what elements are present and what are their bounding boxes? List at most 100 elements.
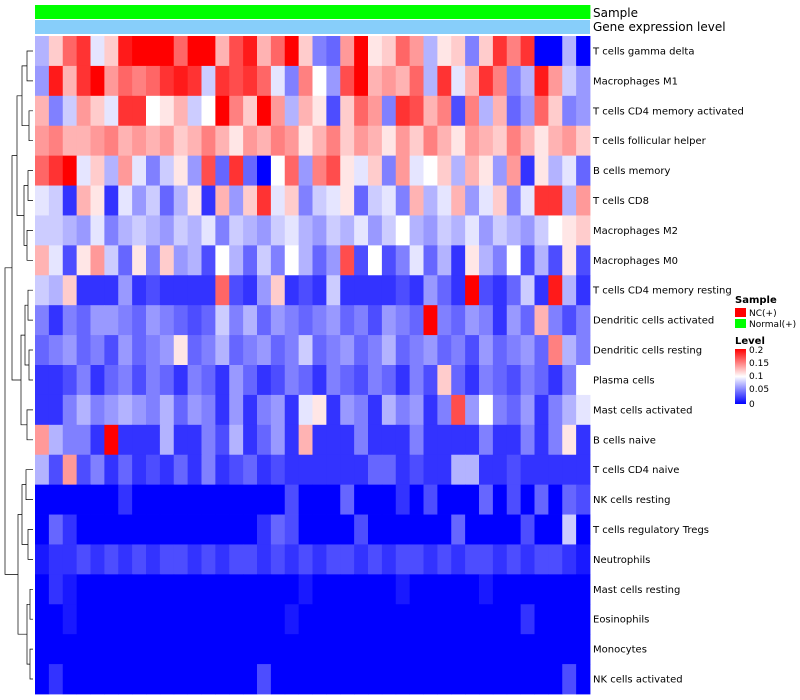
heatmap-cell [159, 65, 175, 97]
sample-cell [173, 5, 189, 19]
heatmap-cell [409, 634, 424, 665]
heatmap-cell [284, 65, 300, 97]
heatmap-cell [381, 36, 397, 67]
heatmap-cell [395, 634, 411, 665]
heatmap-cell [534, 155, 549, 186]
heatmap-cell [534, 185, 549, 216]
heatmap-cell [368, 305, 383, 336]
heatmap-cell [215, 604, 230, 635]
heatmap-cell [520, 155, 535, 186]
row-label: T cells gamma delta [592, 47, 694, 58]
heatmap-cell [90, 335, 105, 366]
heatmap-cell [48, 664, 64, 695]
heatmap-cell [187, 125, 202, 157]
heatmap-cell [48, 634, 64, 665]
heatmap-cell [354, 634, 369, 665]
heatmap-cell [187, 514, 202, 545]
heatmap-cell [257, 335, 272, 366]
dendrogram-branch [16, 95, 24, 216]
heatmap-cell [492, 275, 508, 306]
heatmap-cell [270, 95, 286, 127]
heatmap-cell [118, 634, 133, 665]
heatmap-cell [104, 544, 119, 575]
heatmap-cell [381, 424, 397, 456]
heatmap-cell [354, 245, 369, 276]
heatmap-cell [284, 514, 300, 545]
heatmap-cell [520, 514, 535, 545]
heatmap-cell [48, 514, 64, 545]
heatmap-cell [368, 574, 383, 605]
heatmap-cell [395, 664, 411, 695]
heatmap-cell [437, 424, 452, 456]
heatmap-cell [520, 365, 535, 396]
heatmap-cell [146, 95, 161, 127]
heatmap-cell [270, 514, 286, 545]
heatmap-cell [354, 65, 369, 97]
heatmap-cell [409, 125, 424, 157]
heatmap-cell [381, 604, 397, 635]
heatmap-cell [215, 245, 230, 276]
heatmap-cell [465, 574, 480, 605]
heatmap-cell [520, 484, 535, 515]
heatmap-cell [548, 305, 563, 336]
heatmap-cell [451, 574, 466, 605]
heatmap-cell [437, 305, 452, 336]
heatmap-cell [62, 484, 78, 515]
heatmap-cell [520, 454, 535, 486]
heatmap-cell [146, 484, 161, 515]
sample-cell [465, 5, 480, 19]
heatmap-cell [284, 275, 300, 306]
heatmap-cell [229, 36, 244, 67]
heatmap-cell [229, 155, 244, 186]
heatmap-cell [479, 125, 494, 157]
heatmap-cell [215, 95, 230, 127]
sample-cell [423, 5, 438, 19]
heatmap-cell [48, 604, 64, 635]
heatmap-cell [62, 365, 78, 396]
heatmap-cell [90, 664, 105, 695]
heatmap-cell [381, 484, 397, 515]
heatmap-cell [201, 185, 216, 216]
heatmap-cell [48, 215, 64, 246]
heatmap-cell [326, 634, 341, 665]
heatmap-cell [229, 394, 244, 426]
heatmap-cell [465, 275, 480, 306]
heatmap-cell [576, 634, 591, 665]
heatmap-cell [409, 275, 424, 306]
heatmap-cell [409, 305, 424, 336]
heatmap-cell [395, 125, 411, 157]
heatmap-cell [506, 634, 522, 665]
heatmap-cell [368, 185, 383, 216]
heatmap-cell [104, 335, 119, 366]
heatmap-cell [451, 634, 466, 665]
heatmap-cell [340, 65, 355, 97]
heatmap-cell [576, 484, 591, 515]
heatmap-cell [423, 335, 438, 366]
heatmap-cell [354, 664, 369, 695]
heatmap-cell [229, 664, 244, 695]
heatmap-cell [368, 365, 383, 396]
heatmap-cell [326, 365, 341, 396]
heatmap-cell [104, 95, 119, 127]
heatmap-cell [146, 215, 161, 246]
heatmap-cell [48, 424, 64, 456]
heatmap-cell [409, 155, 424, 186]
heatmap-cell [284, 185, 300, 216]
heatmap-cell [465, 95, 480, 127]
heatmap-cell [90, 454, 105, 486]
heatmap-cell [257, 65, 272, 97]
heatmap-cell [506, 335, 522, 366]
heatmap-cell [132, 544, 147, 575]
heatmap-cell [437, 394, 452, 426]
heatmap-cell [548, 245, 563, 276]
heatmap-cell [465, 245, 480, 276]
heatmap-cell [298, 275, 313, 306]
heatmap-cell [201, 95, 216, 127]
heatmap-cell [409, 36, 424, 67]
heatmap-cell [201, 36, 216, 67]
heatmap-cell [146, 454, 161, 486]
heatmap-cell [520, 335, 535, 366]
legend-sample-title: Sample [735, 295, 777, 306]
heatmap-cell [562, 305, 577, 336]
heatmap-cell [48, 125, 64, 157]
